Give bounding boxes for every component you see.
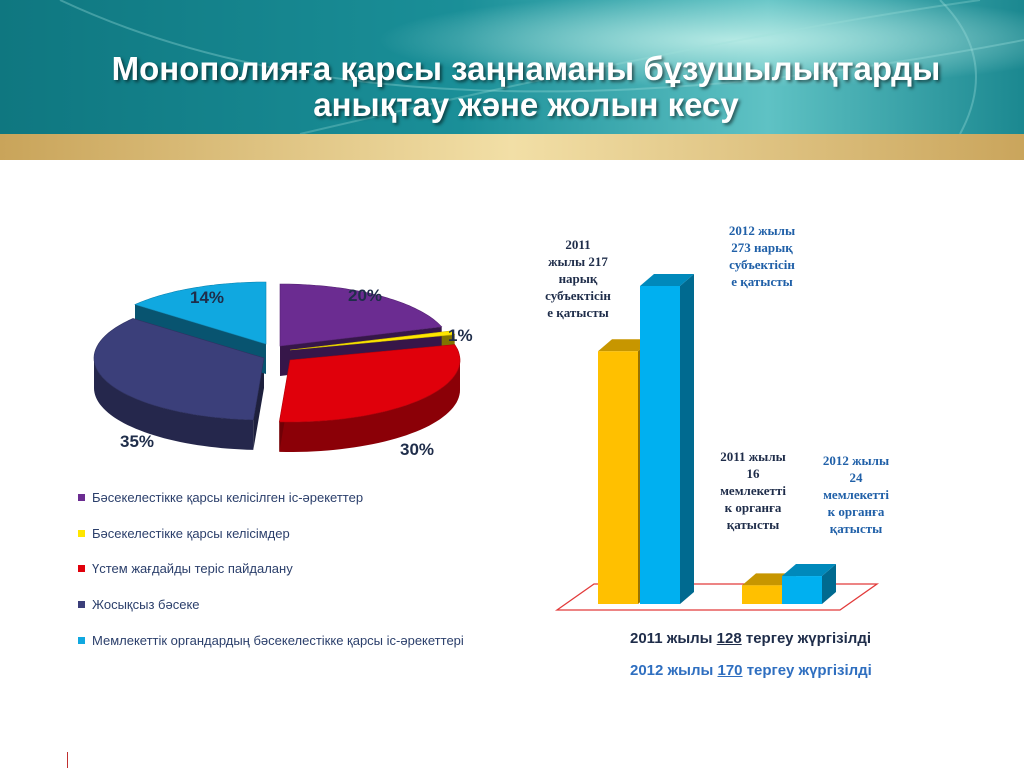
annotation-line: мемлекетті bbox=[823, 487, 889, 502]
annotation-line: қатысты bbox=[726, 517, 780, 532]
annotation-line: 2011 bbox=[565, 237, 591, 252]
legend-swatch-cyan bbox=[78, 637, 85, 644]
pie-slice-0 bbox=[279, 283, 443, 347]
summary-2012-number: 170 bbox=[717, 662, 743, 679]
bar-top bbox=[640, 274, 694, 286]
pie-value-label-purple: 20% bbox=[348, 286, 383, 305]
legend-label: Мемлекеттік органдардың бәсекелестікке қ… bbox=[92, 633, 464, 648]
footer-divider bbox=[67, 752, 68, 768]
annotation-line: 273 нарық bbox=[731, 240, 793, 255]
summary-2011-number: 128 bbox=[716, 630, 742, 647]
bar-2012-1 bbox=[782, 564, 836, 604]
pie-slice-3 bbox=[93, 318, 265, 421]
pie-value-label-cyan: 14% bbox=[190, 288, 225, 307]
legend-label: Үстем жағдайды теріс пайдалану bbox=[92, 561, 293, 576]
bar-2012-0 bbox=[640, 274, 694, 604]
pie-tops bbox=[93, 281, 461, 423]
annotation-line: 2011 жылы bbox=[720, 449, 786, 464]
summary-2011-prefix: 2011 жылы bbox=[630, 630, 717, 647]
bar-front bbox=[640, 286, 680, 604]
bar-annotation-2012-market: 2012 жылы 273 нарық субъектісін е қатыст… bbox=[706, 222, 818, 290]
bar-annotation-2011-state: 2011 жылы 16 мемлекетті к органға қатыст… bbox=[700, 448, 806, 533]
header-banner: Монополияға қарсы заңнаманы бұзушылықтар… bbox=[0, 0, 1024, 160]
pie-side-2 bbox=[279, 360, 460, 452]
bar-front bbox=[742, 585, 782, 604]
pie-slice-2 bbox=[278, 344, 461, 423]
annotation-line: қатысты bbox=[829, 521, 883, 536]
legend-label: Бәсекелестікке қарсы келісілген іс-әреке… bbox=[92, 490, 364, 505]
legend-swatch-red bbox=[78, 565, 85, 572]
summary-2012-suffix: тергеу жүргізілді bbox=[742, 662, 872, 679]
annotation-line: мемлекетті bbox=[720, 483, 786, 498]
header-background bbox=[0, 0, 1024, 160]
bar-annotation-2011-market: 2011 жылы 217 нарық субъектісін е қатыст… bbox=[522, 236, 634, 321]
page-title-line-1: Монополияға қарсы заңнаманы бұзушылықтар… bbox=[111, 50, 941, 87]
pie-value-label-red: 30% bbox=[400, 440, 435, 459]
annotation-line: 2012 жылы bbox=[728, 223, 796, 238]
bar-side bbox=[680, 274, 694, 604]
bar-front bbox=[598, 351, 638, 604]
pie-slice-1 bbox=[289, 330, 456, 351]
annotation-line: нарық bbox=[558, 271, 598, 286]
annotation-line: 24 bbox=[849, 470, 863, 485]
summary-2012-prefix: 2012 жылы bbox=[630, 662, 718, 679]
annotation-line: 16 bbox=[746, 466, 760, 481]
annotation-line: к органға bbox=[724, 500, 782, 515]
bar-annotation-2012-state: 2012 жылы 24 мемлекетті к органға қатыст… bbox=[806, 452, 906, 537]
legend-swatch-yellow bbox=[78, 530, 85, 537]
annotation-line: е қатысты bbox=[547, 305, 609, 320]
legend-label: Жосықсыз бәсеке bbox=[92, 597, 200, 612]
legend-swatch-navy bbox=[78, 601, 85, 608]
pie-slice-4 bbox=[134, 281, 267, 345]
annotation-line: е қатысты bbox=[731, 274, 793, 289]
annotation-line: к органға bbox=[827, 504, 885, 519]
annotation-line: 2012 жылы bbox=[822, 453, 890, 468]
annotation-line: субъектісін bbox=[729, 257, 795, 272]
bar-side bbox=[822, 564, 836, 604]
bar-floor bbox=[554, 583, 880, 611]
bar-top bbox=[782, 564, 836, 577]
annotation-line: субъектісін bbox=[545, 288, 611, 303]
summary-2012: 2012 жылы 170 тергеу жүргізілді bbox=[630, 662, 872, 679]
legend-swatch-purple bbox=[78, 494, 85, 501]
pie-value-label-navy: 35% bbox=[120, 432, 155, 451]
annotation-line: жылы 217 bbox=[548, 254, 608, 269]
bar-front bbox=[782, 576, 822, 604]
pie-value-label-yellow: 1% bbox=[448, 326, 473, 345]
bar-top bbox=[598, 339, 652, 352]
page-title-line-2: анықтау және жолын кесу bbox=[313, 86, 739, 123]
summary-2011-suffix: тергеу жүргізілді bbox=[741, 630, 872, 647]
legend-label: Бәсекелестікке қарсы келісімдер bbox=[92, 526, 290, 541]
summary-2011: 2011 жылы 128 тергеу жүргізілді bbox=[630, 630, 871, 647]
pie-side-3 bbox=[94, 358, 254, 450]
